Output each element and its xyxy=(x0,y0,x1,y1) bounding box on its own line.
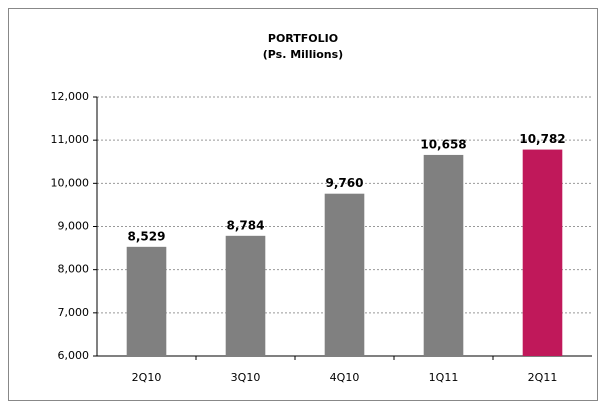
value-label: 8,784 xyxy=(227,218,265,232)
y-tick-label: 6,000 xyxy=(58,349,90,362)
value-label: 8,529 xyxy=(128,229,166,243)
x-tick-label: 2Q11 xyxy=(528,371,558,384)
y-tick-label: 11,000 xyxy=(51,133,90,146)
bar xyxy=(423,154,464,356)
y-tick-label: 9,000 xyxy=(58,220,90,233)
x-tick-label: 4Q10 xyxy=(330,371,360,384)
value-label: 9,760 xyxy=(326,176,364,190)
bar xyxy=(324,193,365,356)
value-label: 10,658 xyxy=(420,137,466,151)
x-tick-label: 2Q10 xyxy=(132,371,162,384)
bar xyxy=(522,149,563,356)
bar xyxy=(225,235,266,356)
bar xyxy=(126,246,167,356)
y-tick-label: 12,000 xyxy=(51,90,90,103)
y-tick-label: 10,000 xyxy=(51,176,90,189)
value-label: 10,782 xyxy=(519,132,565,146)
chart-subtitle: (Ps. Millions) xyxy=(263,48,343,61)
x-tick-label: 3Q10 xyxy=(231,371,261,384)
x-tick-label: 1Q11 xyxy=(429,371,459,384)
y-tick-label: 8,000 xyxy=(58,263,90,276)
y-tick-label: 7,000 xyxy=(58,306,90,319)
chart-title: PORTFOLIO xyxy=(268,32,338,45)
chart-frame xyxy=(8,8,598,401)
